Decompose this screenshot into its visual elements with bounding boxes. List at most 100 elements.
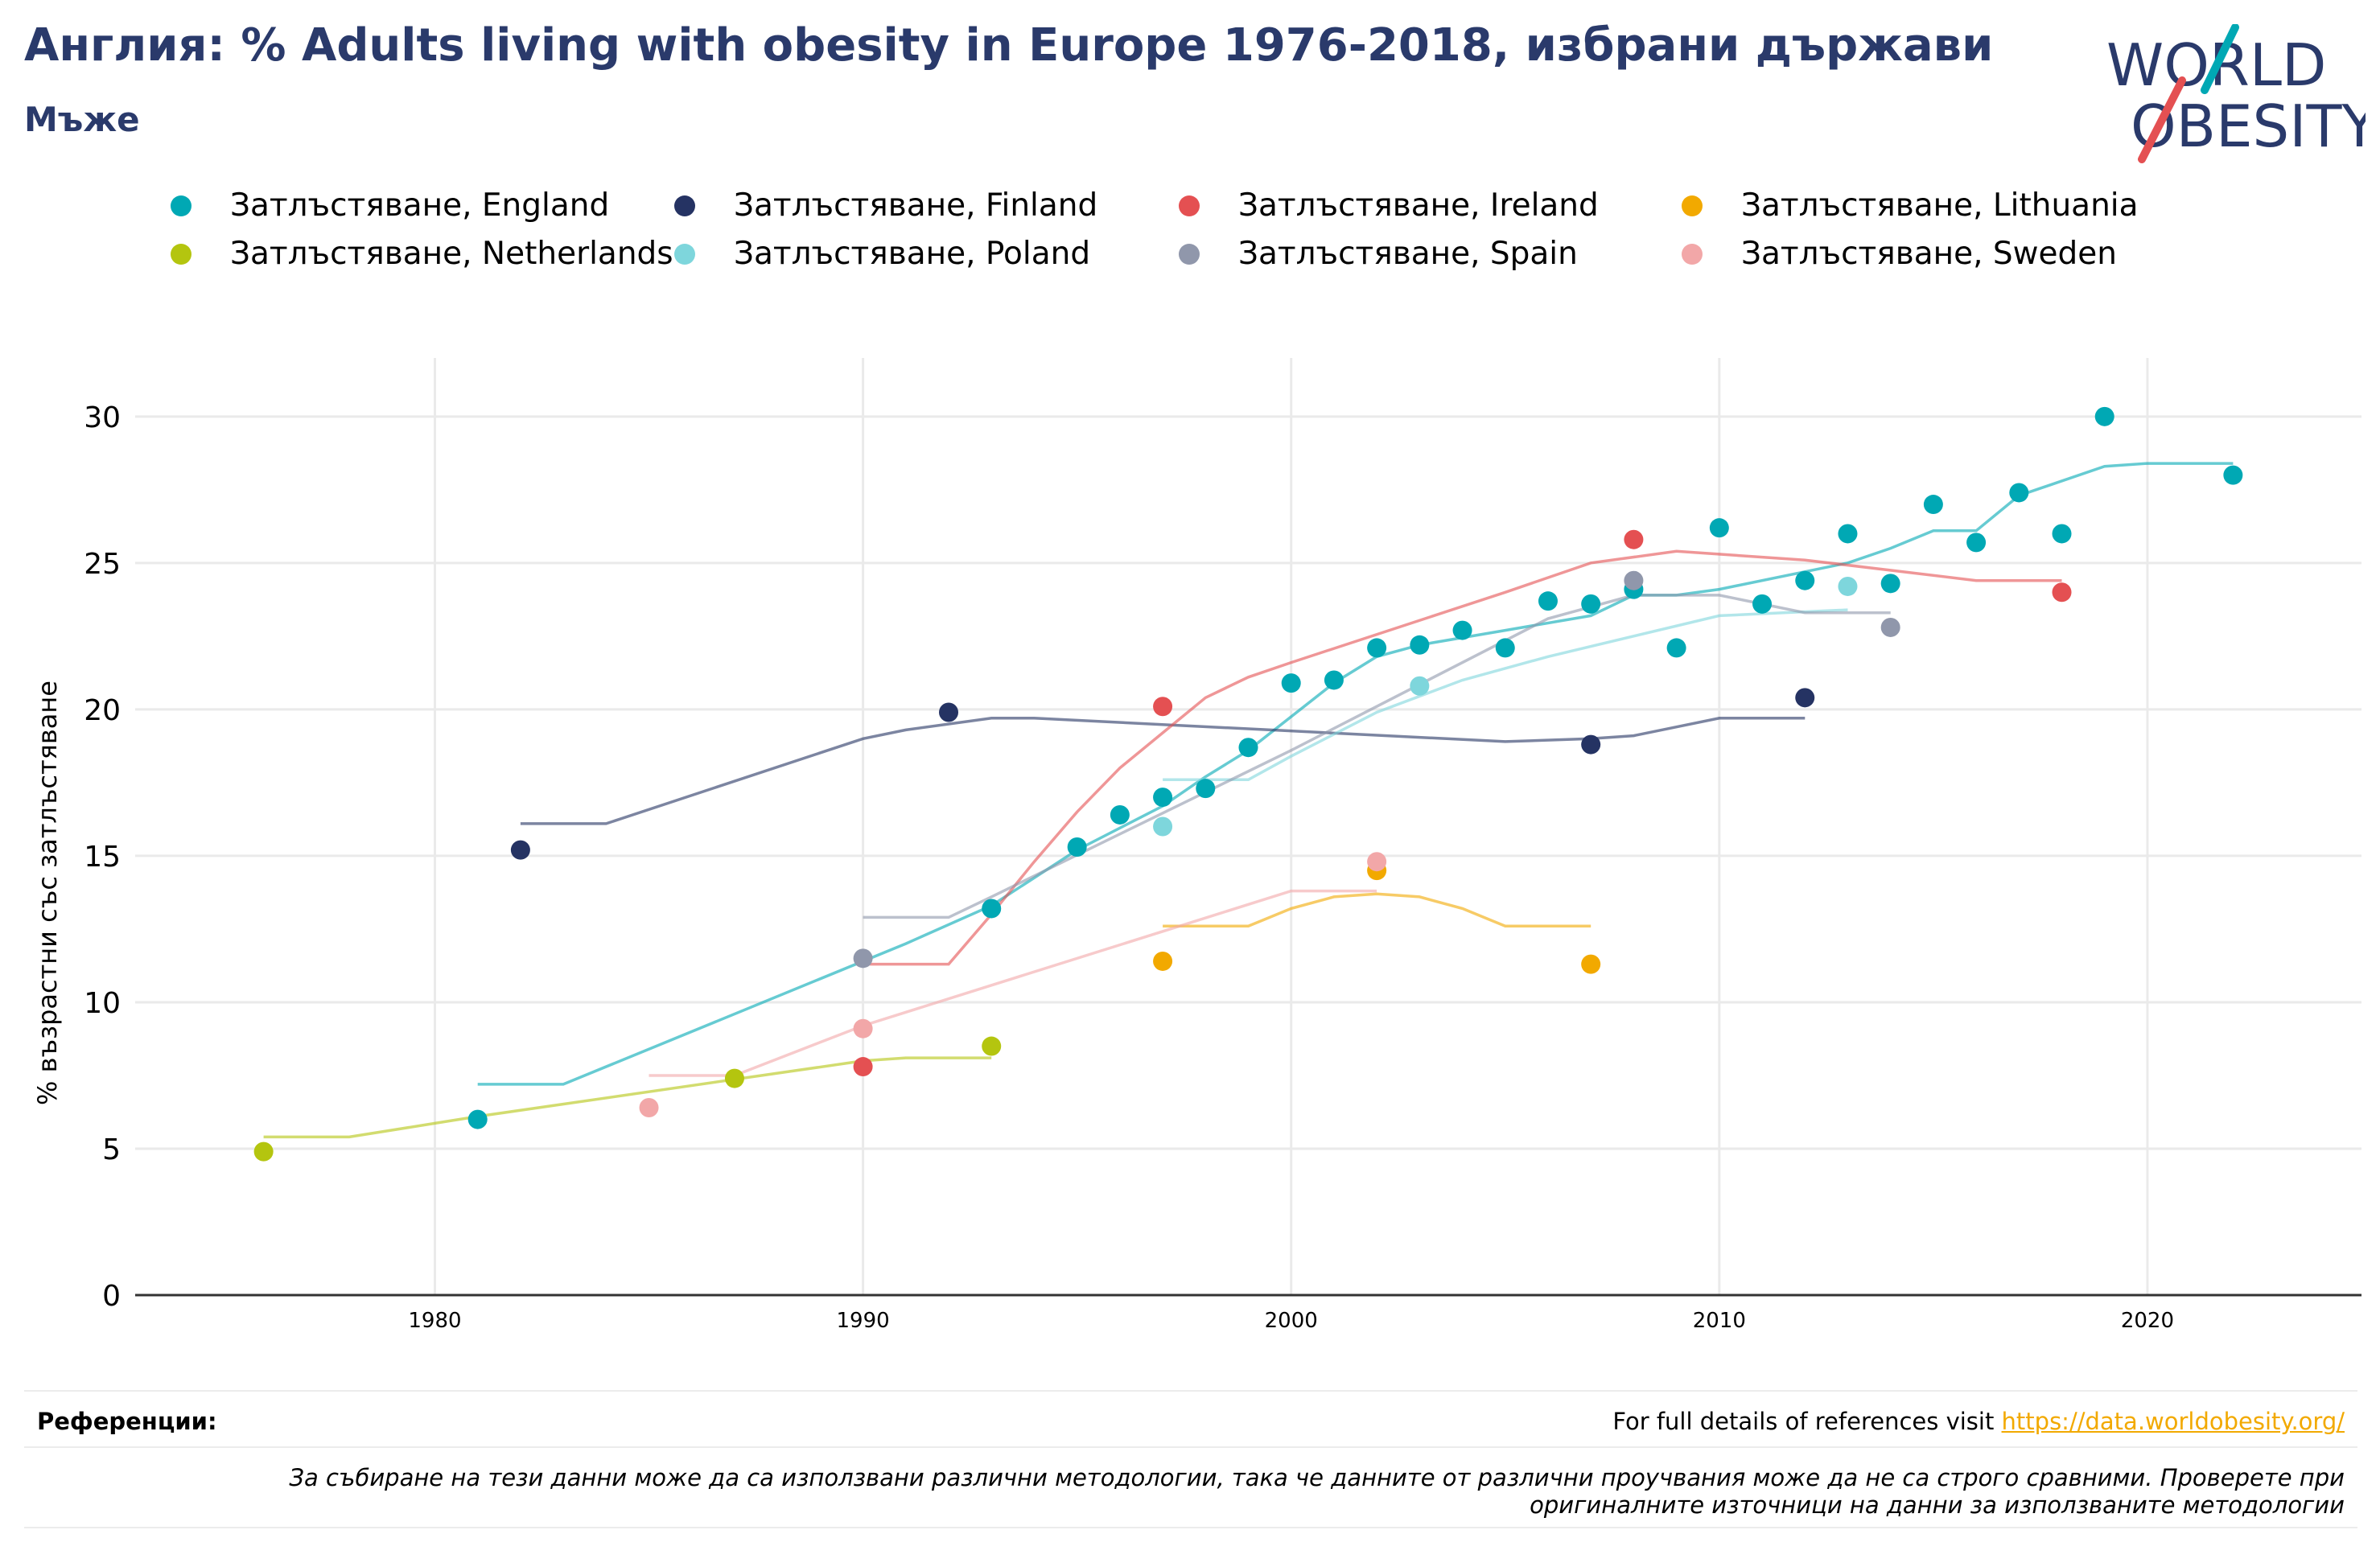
legend-marker <box>1682 243 1703 265</box>
data-point <box>939 702 959 722</box>
data-point <box>982 899 1002 919</box>
data-point <box>853 1057 873 1077</box>
data-point <box>1452 620 1472 640</box>
trend-line <box>477 462 2234 1086</box>
data-point <box>1367 638 1387 658</box>
data-point <box>853 948 873 969</box>
footer-divider-middle <box>24 1446 2357 1448</box>
y-tick-label: 30 <box>84 401 121 434</box>
data-point <box>1880 574 1900 594</box>
legend-label: Затлъстяване, Lithuania <box>1741 187 2139 224</box>
data-point <box>1281 673 1301 693</box>
legend-label: Затлъстяване, Ireland <box>1238 187 1599 224</box>
data-point <box>1153 816 1173 837</box>
data-point <box>1153 951 1173 971</box>
references-link[interactable]: https://data.worldobesity.org/ <box>2001 1408 2345 1435</box>
trend-line <box>263 1056 992 1139</box>
trend-line <box>863 594 1891 919</box>
data-points <box>253 406 2243 1162</box>
data-point <box>467 1109 488 1129</box>
references-prefix: For full details of references visit <box>1612 1408 2002 1435</box>
legend-item: Затлъстяване, Spain <box>1179 236 1578 272</box>
data-point <box>2223 465 2243 485</box>
axes: 0 5 10 15 20 25 30 1980 1990 2000 2010 2020 <box>84 401 2361 1333</box>
legend-label: Затлъстяване, Poland <box>734 236 1091 272</box>
trend-line <box>1163 608 1848 782</box>
data-point <box>1838 576 1858 596</box>
data-point <box>1196 779 1216 799</box>
data-point <box>1238 738 1258 758</box>
trend-line <box>520 717 1806 825</box>
data-point <box>1410 635 1430 655</box>
data-point <box>1324 670 1344 690</box>
legend-marker <box>674 195 695 216</box>
x-tick-label: 2000 <box>1265 1309 1318 1333</box>
logo-slash-red <box>2138 76 2186 163</box>
data-point <box>2052 582 2072 603</box>
legend-marker <box>674 243 695 265</box>
data-point <box>982 1036 1002 1056</box>
data-point <box>1153 788 1173 808</box>
data-point <box>639 1098 659 1117</box>
data-point <box>2052 524 2072 544</box>
data-point <box>1795 688 1815 708</box>
y-tick-label: 25 <box>84 548 121 581</box>
data-point <box>1966 533 1987 553</box>
legend-marker <box>1682 195 1703 216</box>
data-point <box>1709 518 1729 538</box>
x-tick-label: 1990 <box>837 1309 890 1333</box>
data-point <box>1752 594 1773 614</box>
data-point <box>853 1018 873 1038</box>
logo-slash-teal <box>2201 24 2239 94</box>
data-point <box>724 1068 744 1088</box>
trend-lines <box>263 462 2234 1139</box>
legend-item: Затлъстяване, Finland <box>674 187 1097 224</box>
page-title: Англия: % Adults living with obesity in … <box>24 19 1994 72</box>
trend-line <box>1163 892 1591 928</box>
legend-label: Затлъстяване, Sweden <box>1741 236 2118 272</box>
data-point <box>1367 852 1387 872</box>
trend-line <box>863 549 2062 966</box>
methodology-note: За събиране на тези данни може да са изп… <box>289 1464 2345 1519</box>
data-point <box>510 840 530 860</box>
data-point <box>253 1141 274 1162</box>
x-tick-label: 2010 <box>1693 1309 1746 1333</box>
data-point <box>1067 837 1087 857</box>
legend-item: Затлъстяване, Ireland <box>1179 187 1599 224</box>
data-point <box>2009 483 2029 503</box>
legend-marker <box>171 195 191 216</box>
legend-item: Затлъстяване, England <box>171 187 609 224</box>
legend-label: Затлъстяване, Finland <box>734 187 1098 224</box>
data-point <box>1880 617 1900 637</box>
data-point <box>2094 406 2114 426</box>
references-label: Референции: <box>37 1408 217 1435</box>
footer-divider-top <box>24 1390 2357 1392</box>
data-point <box>1923 495 1943 515</box>
data-point <box>1624 529 1644 549</box>
legend-marker <box>171 243 191 265</box>
legend-marker <box>1179 195 1200 216</box>
page-subtitle: Мъже <box>24 100 140 139</box>
references-text: For full details of references visit htt… <box>1612 1408 2345 1435</box>
y-tick-label: 20 <box>84 694 121 727</box>
data-point <box>1110 804 1130 825</box>
y-tick-label: 15 <box>84 841 121 874</box>
data-point <box>1581 734 1601 755</box>
data-point <box>1795 570 1815 590</box>
data-point <box>1838 524 1858 544</box>
legend-item: Затлъстяване, Sweden <box>1682 236 2117 272</box>
gridlines <box>135 358 2361 1295</box>
data-point <box>1410 676 1430 696</box>
data-point <box>1153 697 1173 717</box>
x-tick-label: 2020 <box>2121 1309 2174 1333</box>
legend: Затлъстяване, England Затлъстяване, Finla… <box>0 185 2380 298</box>
legend-label: Затлъстяване, England <box>230 187 610 224</box>
legend-marker <box>1179 243 1200 265</box>
data-point <box>1624 570 1644 590</box>
y-tick-label: 0 <box>102 1280 121 1313</box>
data-point <box>1538 591 1558 611</box>
legend-label: Затлъстяване, Netherlands <box>230 236 673 272</box>
y-tick-label: 5 <box>102 1133 121 1166</box>
legend-item: Затлъстяване, Lithuania <box>1682 187 2139 224</box>
